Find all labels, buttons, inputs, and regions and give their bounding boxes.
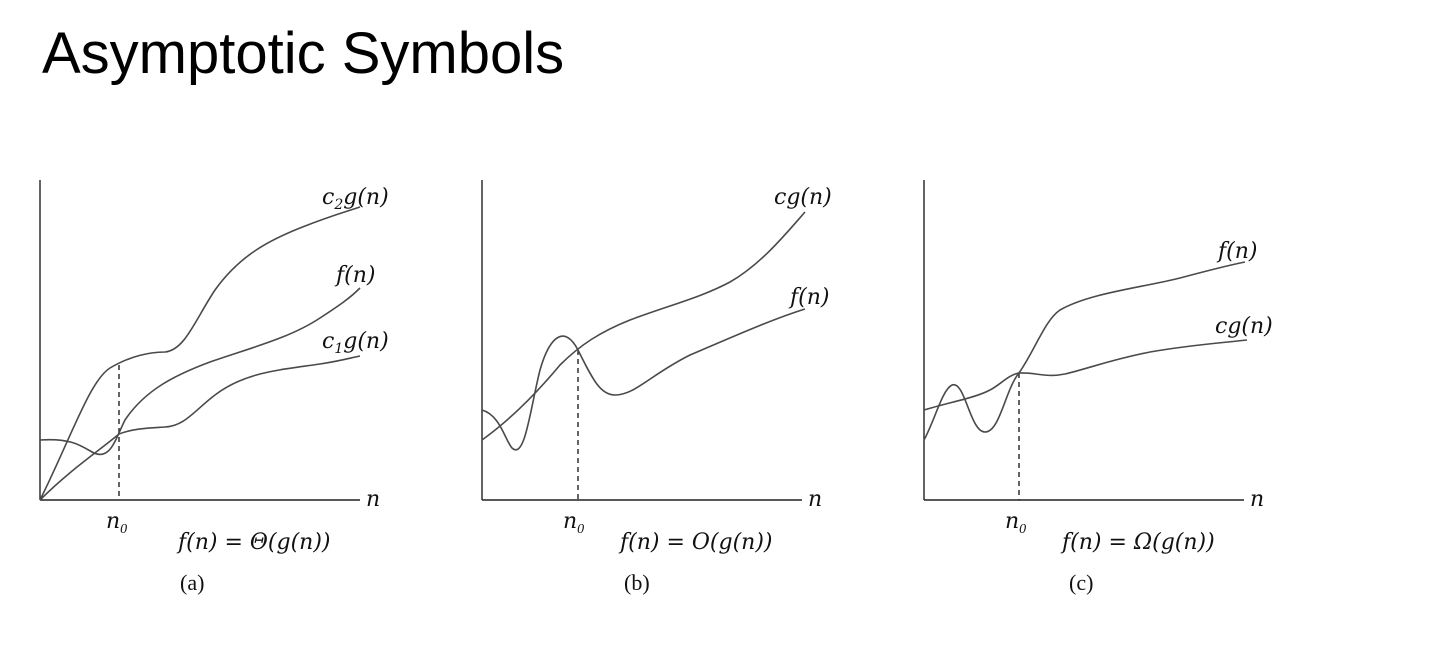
curve-cg-b [481,211,806,441]
panel-omega: n f(n) cg(n) n0 f(n) = Ω(g(n)) (c) [923,180,1273,595]
curve-f-a [39,287,361,456]
curve-label-f-b: f(n) [788,285,829,310]
x-axis-label-a: n [366,487,380,512]
panel-theta: n c2g(n) f(n) c1g(n) n0 f(n) = Θ(g(n)) (… [39,180,389,595]
curve-label-c2g-a: c2g(n) [322,185,389,213]
formula-omega: f(n) = Ω(g(n)) [1060,530,1215,555]
curve-f-c [923,261,1246,441]
curve-c1g-a [39,355,361,501]
curve-cg-c [923,339,1248,411]
curve-c2g-a [39,206,361,501]
slide-title: Asymptotic Symbols [42,21,565,86]
curve-f-b [481,308,806,451]
formula-theta: f(n) = Θ(g(n)) [176,530,331,555]
x-axis-label-c: n [1250,487,1264,512]
curve-label-f-c: f(n) [1216,239,1257,264]
formula-big-o: f(n) = O(g(n)) [618,530,773,555]
caption-b: (b) [624,570,650,595]
curve-label-cg-b: cg(n) [774,185,832,210]
caption-a: (a) [180,570,204,595]
curve-label-cg-c: cg(n) [1215,314,1273,339]
curve-label-f-a: f(n) [334,263,375,288]
panel-big-o: n cg(n) f(n) n0 f(n) = O(g(n)) (b) [481,180,832,595]
n0-label-b: n0 [563,509,584,537]
curve-label-c1g-a: c1g(n) [322,329,389,357]
n0-label-a: n0 [106,509,127,537]
x-axis-label-b: n [808,487,822,512]
n0-label-c: n0 [1005,509,1026,537]
caption-c: (c) [1069,570,1093,595]
